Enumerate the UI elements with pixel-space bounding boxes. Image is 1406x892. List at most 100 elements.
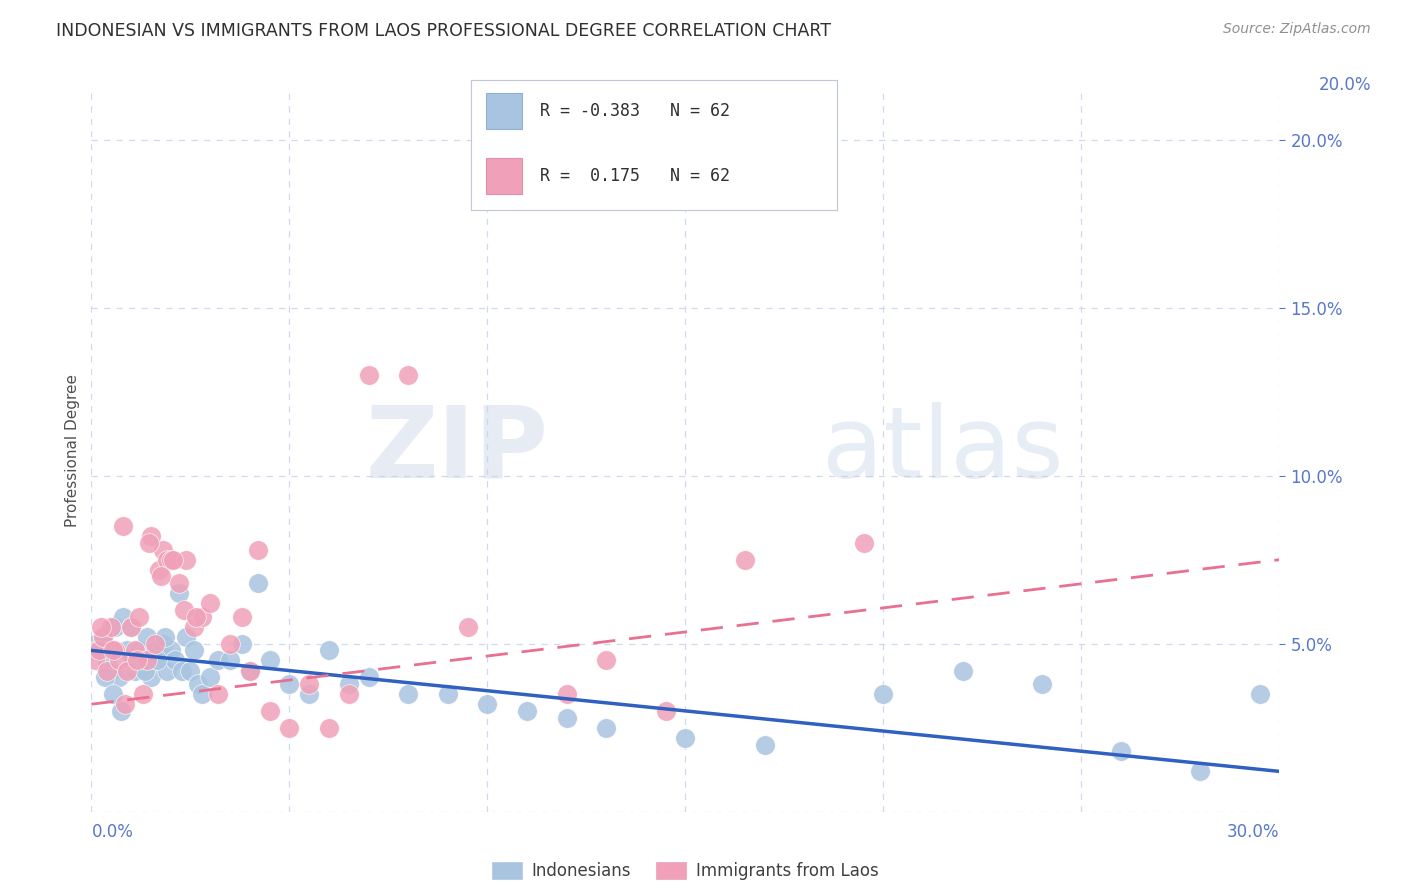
Point — [852, 536, 875, 550]
Point — [128, 609, 150, 624]
Point — [191, 687, 214, 701]
Point — [132, 687, 155, 701]
Text: 0.0%: 0.0% — [91, 822, 134, 840]
Point — [101, 643, 124, 657]
Point — [139, 670, 162, 684]
Point — [259, 653, 281, 667]
Text: ZIP: ZIP — [366, 402, 548, 499]
Point — [89, 643, 111, 657]
Y-axis label: Professional Degree: Professional Degree — [65, 374, 80, 527]
Point — [128, 643, 150, 657]
Text: 30.0%: 30.0% — [1227, 822, 1279, 840]
Point — [110, 704, 132, 718]
Point — [152, 542, 174, 557]
Point — [152, 637, 174, 651]
Point — [96, 664, 118, 678]
Point — [156, 552, 179, 566]
Point — [124, 664, 146, 678]
Point — [167, 586, 190, 600]
Point — [298, 687, 321, 701]
Point — [139, 529, 162, 543]
Point — [457, 620, 479, 634]
Point — [176, 552, 198, 566]
Point — [120, 620, 142, 634]
Legend: Indonesians, Immigrants from Laos: Indonesians, Immigrants from Laos — [485, 855, 886, 887]
Point — [163, 653, 186, 667]
Point — [112, 519, 135, 533]
Point — [100, 664, 122, 678]
Point — [278, 677, 301, 691]
Point — [162, 552, 184, 566]
Point — [145, 653, 167, 667]
Point — [734, 552, 756, 566]
Point — [436, 687, 458, 701]
Point — [191, 609, 214, 624]
Point — [231, 637, 253, 651]
Point — [91, 630, 114, 644]
Point — [952, 664, 974, 678]
Point — [595, 721, 617, 735]
Point — [153, 630, 176, 644]
Point — [1109, 744, 1132, 758]
Point — [278, 721, 301, 735]
Point — [207, 687, 229, 701]
Point — [872, 687, 894, 701]
Point — [148, 653, 170, 667]
FancyBboxPatch shape — [485, 158, 522, 194]
Point — [115, 643, 138, 657]
Point — [84, 653, 107, 667]
Point — [148, 563, 170, 577]
Point — [183, 620, 205, 634]
Text: atlas: atlas — [823, 402, 1064, 499]
Point — [337, 687, 360, 701]
Point — [108, 653, 131, 667]
Point — [176, 630, 198, 644]
Point — [104, 620, 127, 634]
Point — [89, 643, 111, 657]
Point — [143, 643, 166, 657]
Point — [86, 643, 108, 657]
Point — [1249, 687, 1271, 701]
Point — [159, 643, 181, 657]
Point — [173, 603, 195, 617]
Point — [654, 704, 676, 718]
Point — [186, 609, 208, 624]
Point — [754, 738, 776, 752]
Point — [207, 653, 229, 667]
FancyBboxPatch shape — [485, 93, 522, 129]
Point — [172, 664, 194, 678]
Point — [1031, 677, 1053, 691]
Point — [183, 643, 205, 657]
Point — [115, 664, 138, 678]
Point — [516, 704, 538, 718]
Point — [114, 697, 136, 711]
Point — [298, 677, 321, 691]
Text: INDONESIAN VS IMMIGRANTS FROM LAOS PROFESSIONAL DEGREE CORRELATION CHART: INDONESIAN VS IMMIGRANTS FROM LAOS PROFE… — [56, 22, 831, 40]
Text: R = -0.383   N = 62: R = -0.383 N = 62 — [540, 103, 731, 120]
Point — [555, 711, 578, 725]
Point — [100, 620, 122, 634]
Point — [135, 653, 157, 667]
Point — [219, 653, 242, 667]
Point — [198, 596, 221, 610]
Point — [239, 664, 262, 678]
Point — [94, 670, 117, 684]
Point — [555, 687, 578, 701]
Point — [120, 620, 142, 634]
Point — [259, 704, 281, 718]
Point — [96, 653, 118, 667]
Point — [132, 653, 155, 667]
Point — [112, 609, 135, 624]
Point — [187, 677, 209, 691]
Point — [198, 670, 221, 684]
Point — [125, 653, 148, 667]
Point — [104, 643, 127, 657]
Text: Source: ZipAtlas.com: Source: ZipAtlas.com — [1223, 22, 1371, 37]
Point — [396, 687, 419, 701]
Point — [138, 536, 160, 550]
Point — [159, 552, 181, 566]
Text: 20.0%: 20.0% — [1319, 76, 1371, 94]
Point — [108, 670, 131, 684]
Point — [122, 653, 145, 667]
Point — [219, 637, 242, 651]
